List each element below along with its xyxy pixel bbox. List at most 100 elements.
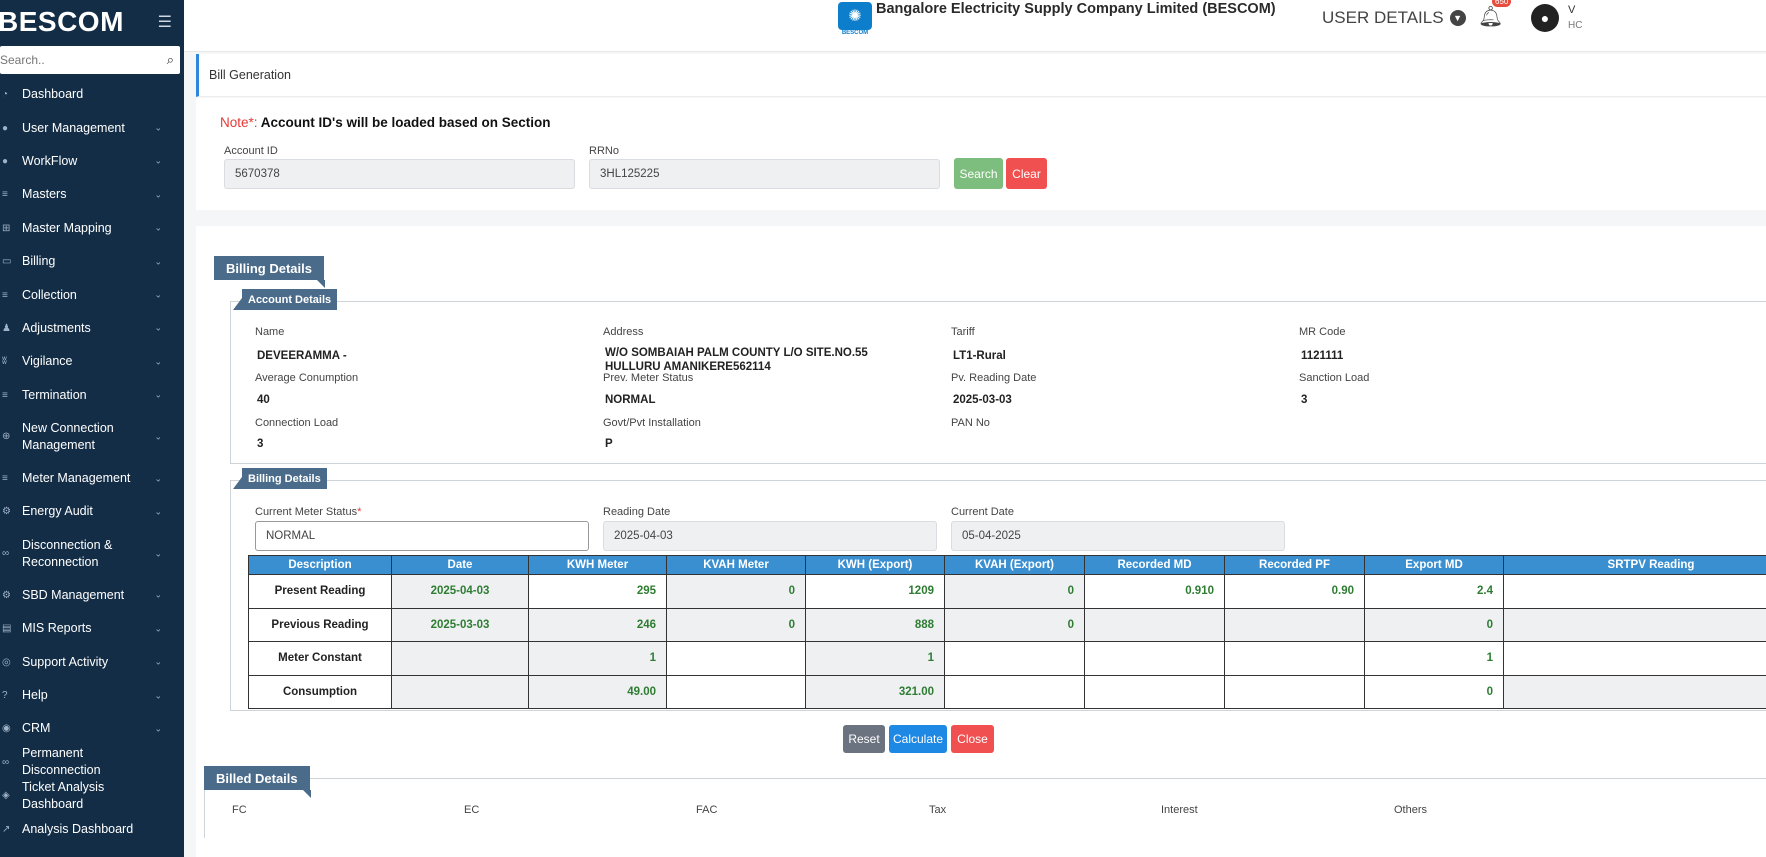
avatar[interactable]: ● <box>1531 4 1559 32</box>
table-cell[interactable]: 0.910 <box>1084 574 1225 609</box>
billing-details-panel <box>230 480 1766 711</box>
meter-status-label: Current Meter Status* <box>255 506 362 518</box>
table-cell[interactable]: 295 <box>528 574 667 609</box>
sidebar-item-termination[interactable]: ≡ Termination ⌄ <box>0 379 184 412</box>
govt-pvt-value: P <box>605 438 613 450</box>
table-cell <box>391 674 529 710</box>
prev-meter-status-label: Prev. Meter Status <box>603 372 694 384</box>
table-cell[interactable] <box>1503 574 1766 609</box>
palm-icon: ✺ <box>838 2 872 30</box>
user-details-menu[interactable]: USER DETAILS ▼ <box>1322 8 1466 28</box>
table-cell <box>944 674 1085 710</box>
sidebar-item-permanent-disconnection[interactable]: ∞ Permanent Disconnection <box>0 746 184 779</box>
sidebar-item-sbd-management[interactable]: ⚙ SBD Management ⌄ <box>0 579 184 612</box>
sidebar-item-analysis-dashboard[interactable]: ↗ Analysis Dashboard <box>0 812 184 845</box>
billing-details-subtitle: Billing Details <box>233 468 327 489</box>
crm-icon: ◉ <box>2 723 11 735</box>
table-cell <box>1503 641 1766 676</box>
cogs-icon: ⚙ <box>2 506 11 518</box>
pv-reading-date-value: 2025-03-03 <box>953 394 1012 406</box>
section-note: Note*: Account ID's will be loaded based… <box>220 115 551 130</box>
account-id-field[interactable]: 5670378 <box>224 159 575 189</box>
sidebar-search: ⌕ <box>0 46 180 74</box>
billed-label-ec: EC <box>464 804 480 816</box>
sidebar-item-energy-audit[interactable]: ⚙ Energy Audit ⌄ <box>0 495 184 528</box>
sidebar-item-user-management[interactable]: ● User Management ⌄ <box>0 111 184 144</box>
table-cell[interactable] <box>1224 607 1365 643</box>
row-description: Meter Constant <box>248 641 392 676</box>
sidebar-item-workflow[interactable]: ● WorkFlow ⌄ <box>0 145 184 178</box>
table-cell[interactable]: 0.90 <box>1224 574 1365 609</box>
search-icon[interactable]: ⌕ <box>166 52 174 67</box>
calculate-button[interactable]: Calculate <box>889 725 947 753</box>
table-cell[interactable]: 0 <box>666 607 806 643</box>
sidebar-item-label: User Management <box>22 120 125 135</box>
table-cell[interactable]: 1209 <box>805 574 945 609</box>
chevron-down-icon: ⌄ <box>154 431 162 442</box>
sidebar-item-label: Meter Management <box>22 471 131 486</box>
sidebar-item-meter-management[interactable]: ≡ Meter Management ⌄ <box>0 462 184 495</box>
table-cell[interactable]: 0 <box>666 574 806 609</box>
table-cell[interactable]: 888 <box>805 607 945 643</box>
sidebar-item-mis-reports[interactable]: ▤ MIS Reports ⌄ <box>0 612 184 645</box>
sidebar-item-label: CRM <box>22 721 51 736</box>
sidebar-item-help[interactable]: ? Help ⌄ <box>0 679 184 712</box>
table-row: Present Reading 2025-04-03 295 0 1209 0 0.910 0… <box>248 574 1766 609</box>
table-cell[interactable]: 0 <box>944 574 1085 609</box>
sidebar-item-label: Disconnection & Reconnection <box>22 537 113 569</box>
meter-status-select[interactable]: NORMAL <box>255 521 589 551</box>
sidebar-item-masters[interactable]: ≡ Masters ⌄ <box>0 178 184 211</box>
chevron-down-icon: ⌄ <box>154 189 162 200</box>
close-button[interactable]: Close <box>951 725 994 753</box>
table-cell <box>391 641 529 676</box>
pv-reading-date-label: Pv. Reading Date <box>951 372 1037 384</box>
billed-label-fac: FAC <box>696 804 718 816</box>
current-date-field[interactable]: 05-04-2025 <box>951 521 1285 551</box>
sidebar-item-dashboard[interactable]: ◔ Dashboard <box>0 78 184 111</box>
table-cell[interactable]: 246 <box>528 607 667 643</box>
sidebar-item-collection[interactable]: ≡ Collection ⌄ <box>0 278 184 311</box>
rrno-field[interactable]: 3HL125225 <box>589 159 940 189</box>
reset-button[interactable]: Reset <box>843 725 885 753</box>
hamburger-icon[interactable]: ☰ <box>157 14 172 31</box>
notification-badge: 650 <box>1492 0 1512 7</box>
table-cell <box>666 641 806 676</box>
rrno-label: RRNo <box>589 145 619 157</box>
table-cell <box>944 641 1085 676</box>
list-icon: ≡ <box>2 473 8 485</box>
top-header <box>184 0 1766 52</box>
chevron-down-icon: ⌄ <box>154 589 162 600</box>
table-cell[interactable] <box>1503 607 1766 643</box>
sidebar-item-label: Adjustments <box>22 320 91 335</box>
sidebar-item-new-connection-management[interactable]: ⊕ New Connection Management ⌄ <box>0 412 184 462</box>
clear-button[interactable]: Clear <box>1006 158 1047 189</box>
monitor-icon: ▭ <box>2 256 12 268</box>
sidebar-item-disconnection-reconnection[interactable]: ∞ Disconnection & Reconnection ⌄ <box>0 529 184 579</box>
billed-details-panel <box>204 778 1766 838</box>
bell-icon[interactable]: 🔔︎ <box>1478 6 1504 28</box>
table-cell[interactable]: 0 <box>1364 607 1504 643</box>
sidebar-item-master-mapping[interactable]: ⊞ Master Mapping ⌄ <box>0 212 184 245</box>
sidebar-item-support-activity[interactable]: ◎ Support Activity ⌄ <box>0 645 184 678</box>
sidebar-item-ticket-analysis-dashboard[interactable]: ◈ Ticket Analysis Dashboard <box>0 779 184 812</box>
name-label: Name <box>255 326 285 338</box>
table-cell[interactable]: 0 <box>944 607 1085 643</box>
table-cell[interactable] <box>1084 607 1225 643</box>
sidebar-item-crm[interactable]: ◉ CRM ⌄ <box>0 712 184 745</box>
table-cell[interactable]: 2.4 <box>1364 574 1504 609</box>
search-button[interactable]: Search <box>954 158 1003 189</box>
sidebar-item-vigilance[interactable]: ʬ Vigilance ⌄ <box>0 345 184 378</box>
column-header: KVAH (Export) <box>944 555 1085 575</box>
table-row: Previous Reading 2025-03-03 246 0 888 0 0 <box>248 607 1766 643</box>
sidebar-item-adjustments[interactable]: ♟ Adjustments ⌄ <box>0 312 184 345</box>
row-description: Present Reading <box>248 574 392 609</box>
table-cell <box>1224 641 1365 676</box>
chevron-down-icon: ⌄ <box>154 356 162 367</box>
name-value: DEVEERAMMA - <box>257 350 347 362</box>
search-input[interactable] <box>0 53 140 67</box>
sidebar-item-billing[interactable]: ▭ Billing ⌄ <box>0 245 184 278</box>
search-panel: Note*: Account ID's will be loaded based… <box>196 98 1766 210</box>
table-cell <box>1224 674 1365 710</box>
account-details-title: Account Details <box>232 289 338 310</box>
reading-date-field[interactable]: 2025-04-03 <box>603 521 937 551</box>
